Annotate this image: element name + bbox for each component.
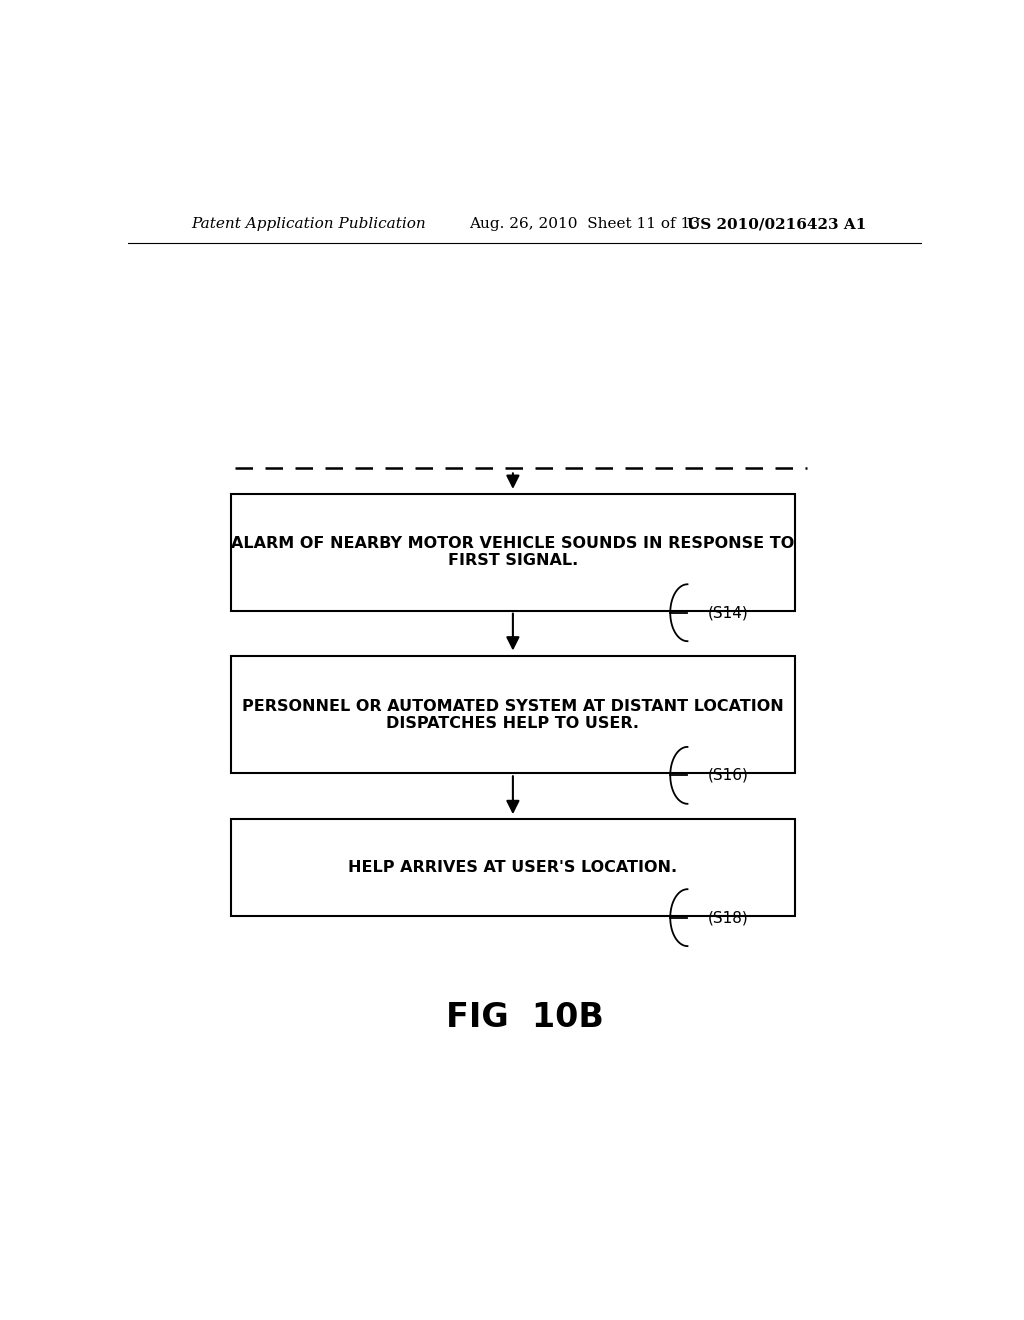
Text: HELP ARRIVES AT USER'S LOCATION.: HELP ARRIVES AT USER'S LOCATION. <box>348 859 678 875</box>
Text: (S16): (S16) <box>708 768 749 783</box>
Text: FIG  10B: FIG 10B <box>445 1001 604 1034</box>
Text: ALARM OF NEARBY MOTOR VEHICLE SOUNDS IN RESPONSE TO
FIRST SIGNAL.: ALARM OF NEARBY MOTOR VEHICLE SOUNDS IN … <box>231 536 795 569</box>
FancyBboxPatch shape <box>231 818 795 916</box>
FancyBboxPatch shape <box>231 656 795 774</box>
Text: (S14): (S14) <box>708 606 749 620</box>
Text: (S18): (S18) <box>708 911 749 925</box>
Text: Aug. 26, 2010  Sheet 11 of 13: Aug. 26, 2010 Sheet 11 of 13 <box>469 218 700 231</box>
FancyBboxPatch shape <box>231 494 795 611</box>
Text: Patent Application Publication: Patent Application Publication <box>191 218 426 231</box>
Text: US 2010/0216423 A1: US 2010/0216423 A1 <box>687 218 866 231</box>
Text: PERSONNEL OR AUTOMATED SYSTEM AT DISTANT LOCATION
DISPATCHES HELP TO USER.: PERSONNEL OR AUTOMATED SYSTEM AT DISTANT… <box>242 698 783 731</box>
